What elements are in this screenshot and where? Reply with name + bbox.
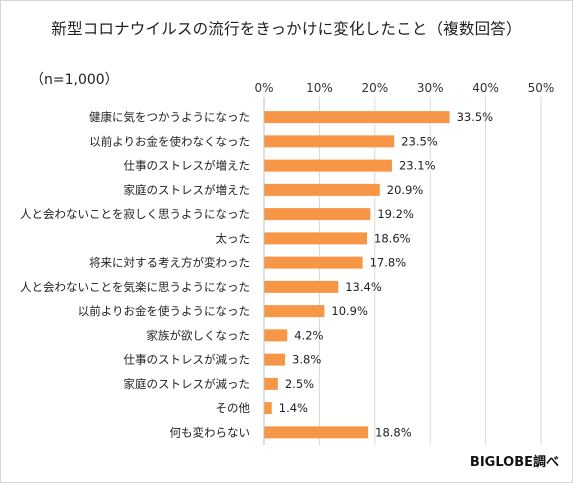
value-label: 2.5% <box>285 377 314 391</box>
category-label: 家庭のストレスが増えた <box>124 183 251 197</box>
bar <box>264 280 339 293</box>
category-label: 家庭のストレスが減った <box>124 377 251 391</box>
bar <box>264 305 325 318</box>
value-label: 1.4% <box>279 401 308 415</box>
source-note: BIGLOBE調べ <box>469 455 559 470</box>
sample-size-note: （n=1,000） <box>30 72 119 88</box>
value-label: 13.4% <box>345 280 382 294</box>
value-label: 4.2% <box>294 328 323 342</box>
category-label: 太った <box>216 231 251 245</box>
bar <box>264 426 369 439</box>
category-label: 以前よりお金を使うようになった <box>78 304 250 318</box>
bar <box>264 377 278 390</box>
x-tick-label: 40% <box>472 81 499 95</box>
category-label: 家族が欲しくなった <box>147 328 251 342</box>
x-tick-label: 20% <box>361 81 388 95</box>
value-label: 10.9% <box>331 304 368 318</box>
value-label: 33.5% <box>457 110 494 124</box>
category-label: その他 <box>216 401 251 415</box>
x-tick-label: 50% <box>528 81 555 95</box>
bar <box>264 111 450 124</box>
bar <box>264 402 272 415</box>
value-label: 23.1% <box>399 159 436 173</box>
x-tick-label: 0% <box>254 81 273 95</box>
value-label: 20.9% <box>387 183 424 197</box>
category-label: 健康に気をつかうようになった <box>89 110 250 124</box>
category-label: 以前よりお金を使わなくなった <box>89 134 250 148</box>
value-label: 19.2% <box>377 207 414 221</box>
category-label: 人と会わないことを気楽に思うようになった <box>20 280 250 294</box>
bar <box>264 232 368 245</box>
category-label: 何も変わらない <box>170 425 251 439</box>
x-tick-label: 30% <box>417 81 444 95</box>
x-tick-label: 10% <box>306 81 333 95</box>
bar <box>264 353 286 366</box>
bar <box>264 183 380 196</box>
chart-title: 新型コロナウイルスの流行をきっかけに変化したこと（複数回答） <box>51 20 522 38</box>
value-label: 17.8% <box>370 256 407 270</box>
value-label: 23.5% <box>401 134 438 148</box>
value-label: 18.6% <box>374 231 411 245</box>
category-label: 仕事のストレスが減った <box>124 353 251 367</box>
bar <box>264 256 363 269</box>
bar <box>264 159 392 172</box>
category-label: 将来に対する考え方が変わった <box>89 256 250 270</box>
bar <box>264 329 288 342</box>
value-label: 18.8% <box>375 425 412 439</box>
category-label: 仕事のストレスが増えた <box>124 159 251 173</box>
bar <box>264 135 395 148</box>
value-label: 3.8% <box>292 353 321 367</box>
category-label: 人と会わないことを寂しく思うようになった <box>20 207 250 221</box>
bar <box>264 208 371 221</box>
